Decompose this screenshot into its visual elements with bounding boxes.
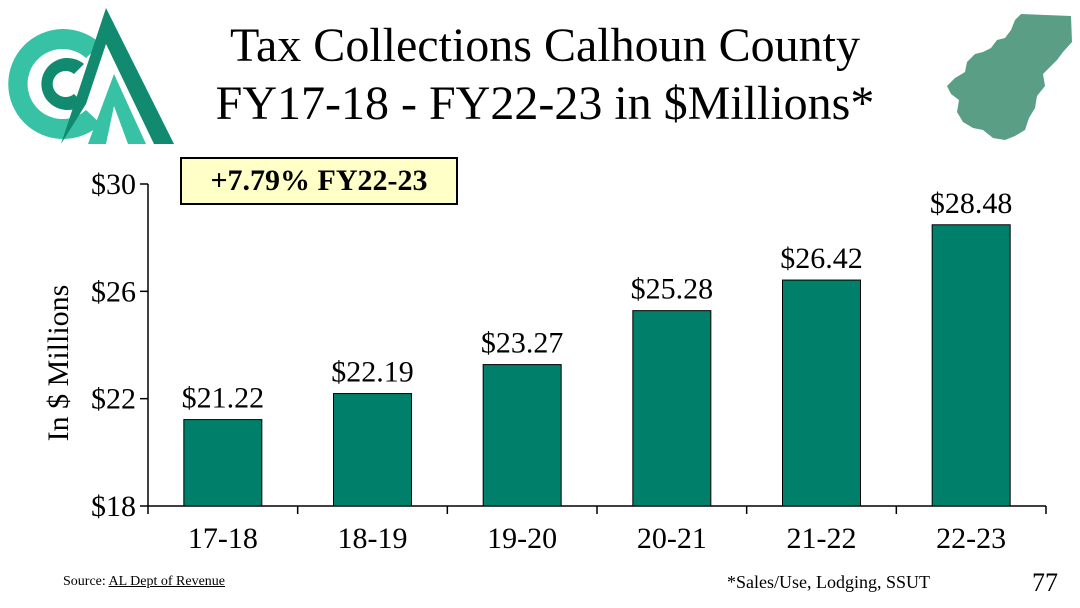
footnote: *Sales/Use, Lodging, SSUT xyxy=(727,572,931,592)
x-tick-label: 21-22 xyxy=(787,522,857,555)
bar-value-label: $23.27 xyxy=(481,327,564,360)
y-tick-label: $30 xyxy=(91,168,136,201)
source-label: Source: xyxy=(63,574,106,589)
title-line-2: FY17-18 - FY22-23 in $Millions* xyxy=(215,77,875,130)
x-tick-label: 22-23 xyxy=(936,522,1006,555)
bar-value-label: $26.42 xyxy=(780,242,863,275)
bar xyxy=(931,224,1011,507)
x-tick-label: 19-20 xyxy=(487,522,557,555)
source-note: Source: AL Dept of Revenue xyxy=(63,574,225,590)
x-tick-label: 20-21 xyxy=(637,522,707,555)
bar xyxy=(183,419,263,507)
bar xyxy=(632,310,712,507)
bar xyxy=(782,279,861,507)
y-tick-label: $22 xyxy=(91,383,136,416)
page-number: 77 xyxy=(1032,568,1058,597)
bar xyxy=(482,364,562,507)
title-line-1: Tax Collections Calhoun County xyxy=(230,19,860,72)
y-tick-label: $26 xyxy=(91,275,136,308)
growth-badge: +7.79% FY22-23 xyxy=(180,157,458,205)
x-tick-label: 17-18 xyxy=(188,522,258,555)
chart-bars xyxy=(183,224,1011,507)
calhoun-logo-icon xyxy=(8,8,174,144)
bar-value-label: $21.22 xyxy=(182,382,265,415)
bar-value-label: $25.28 xyxy=(631,273,714,306)
bar-value-label: $22.19 xyxy=(331,356,414,389)
source-link[interactable]: AL Dept of Revenue xyxy=(108,574,226,589)
calhoun-county-map-icon xyxy=(947,14,1072,140)
bar-value-label: $28.48 xyxy=(930,187,1013,220)
bar xyxy=(333,393,412,507)
chart-labels: $21.22 17-18 $22.19 18-19 $23.27 19-20 $25.28 2… xyxy=(182,187,1013,555)
y-axis-title: In $ Millions xyxy=(42,285,75,442)
chart-axes: $18 $22 $26 $30 In $ Millions xyxy=(42,168,1047,523)
y-tick-label: $18 xyxy=(91,490,136,523)
x-tick-label: 18-19 xyxy=(338,522,408,555)
